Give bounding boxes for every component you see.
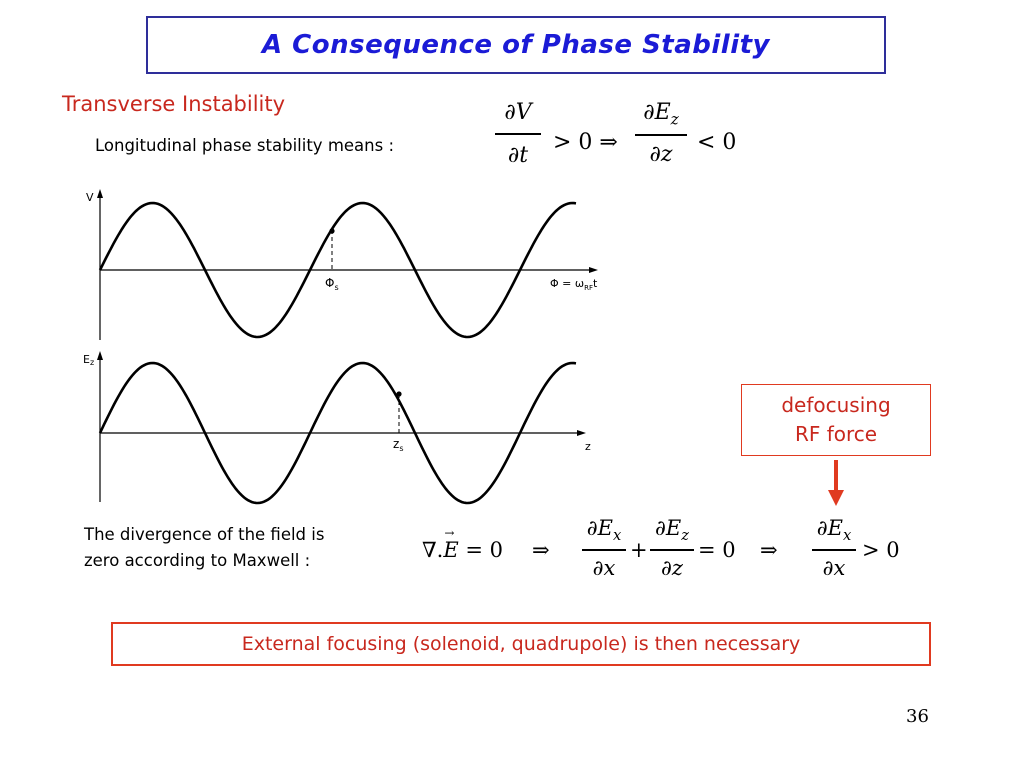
external-focusing-text: External focusing (solenoid, quadrupole)… (241, 633, 801, 655)
v-axis-arrow (97, 189, 103, 198)
ez-axis-label: Ez (83, 353, 94, 367)
field-z-plot: Ez zs z (83, 351, 591, 505)
page-number: 36 (906, 706, 929, 727)
phase-axis-label: Φ = ωRFt (550, 277, 598, 292)
field-sine-curve (98, 361, 577, 505)
frac3-num: ∂Ex (816, 516, 852, 545)
frac2-num: ∂Ez (655, 516, 689, 545)
defocusing-line1: defocusing (781, 393, 891, 417)
eq1-num: ∂V (504, 100, 532, 125)
frac3-den: ∂x (822, 555, 846, 580)
down-arrow-icon (828, 460, 844, 506)
z-axis-arrow (577, 430, 586, 436)
title-box: A Consequence of Phase Stability (146, 16, 886, 74)
eq1-den: ∂t (507, 142, 529, 168)
external-focusing-box: External focusing (solenoid, quadrupole)… (111, 622, 931, 666)
implies-1: ⇒ (532, 538, 550, 562)
gt-zero: > 0 (862, 538, 900, 562)
implies-2: ⇒ (760, 538, 778, 562)
frac1-den: ∂x (592, 555, 616, 580)
voltage-sine-curve (98, 201, 577, 339)
frac1-num: ∂Ex (586, 516, 622, 545)
divergence-line2: zero according to Maxwell : (84, 551, 311, 570)
voltage-phase-plot: V Φs Φ = ωRFt (86, 189, 598, 340)
plus-sign: + (630, 538, 648, 562)
eq1-num2: ∂Ez (643, 100, 679, 129)
z-axis-label: z (585, 440, 591, 453)
frac2-den: ∂z (661, 555, 683, 580)
z-s-label: zs (393, 437, 403, 453)
equation-divergence: ∇.E → = 0 ⇒ ∂Ex ∂x + ∂Ez ∂z = 0 ⇒ ∂Ex ∂x … (422, 516, 912, 596)
z-s-point (396, 391, 402, 397)
slide-title: A Consequence of Phase Stability (261, 30, 771, 60)
phase-s-label: Φs (325, 276, 339, 292)
longitudinal-text: Longitudinal phase stability means : (95, 136, 395, 155)
eq1-gt: > 0 ⇒ (553, 130, 618, 155)
eq-zero-2: = 0 (698, 538, 736, 562)
v-axis-label: V (86, 191, 94, 204)
eq1-den2: ∂z (649, 141, 673, 167)
ez-axis-arrow (97, 351, 103, 360)
divergence-expr: ∇.E → = 0 (422, 526, 504, 562)
subtitle: Transverse Instability (62, 92, 286, 116)
defocusing-box: defocusing RF force (741, 384, 931, 456)
defocusing-line2: RF force (794, 422, 878, 446)
divergence-text: The divergence of the field is zero acco… (84, 522, 324, 574)
equation-phase-stability: ∂V ∂t > 0 ⇒ ∂Ez ∂z < 0 (495, 100, 755, 190)
eq1-lt: < 0 (697, 130, 737, 155)
phase-axis-arrow (589, 267, 598, 273)
divergence-line1: The divergence of the field is (84, 525, 325, 544)
phase-s-point (329, 228, 335, 234)
